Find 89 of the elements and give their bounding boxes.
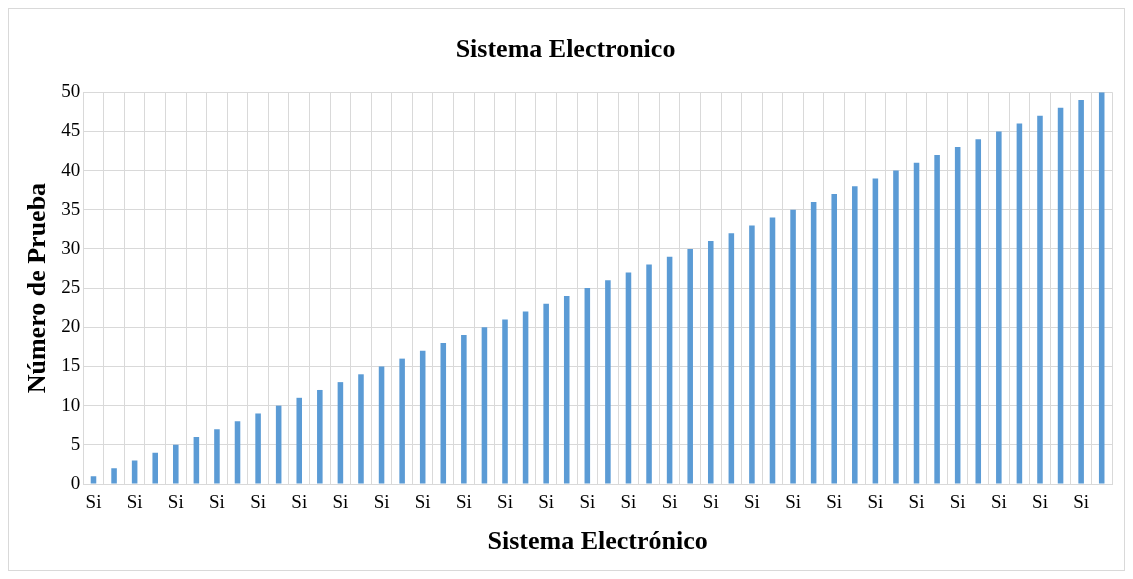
bar [1037, 115, 1043, 484]
bar [1078, 100, 1084, 484]
x-tick-label: Si [661, 491, 678, 513]
x-tick-label: Si [167, 491, 184, 513]
x-tick-label: Si [579, 491, 596, 513]
x-tick-label: Si [1073, 491, 1090, 513]
bar [666, 256, 673, 484]
bar [214, 429, 220, 484]
x-tick-label: Si [291, 491, 308, 513]
y-tick-label: 30 [61, 236, 81, 258]
bar [872, 178, 879, 484]
bar [728, 233, 735, 484]
bar [831, 194, 837, 484]
bar [687, 248, 693, 484]
x-tick-label: Si [1032, 491, 1048, 513]
bar [378, 366, 385, 484]
x-tick-label: Si [785, 491, 801, 513]
bar [707, 241, 714, 484]
y-tick-label: 5 [70, 432, 81, 454]
y-tick-label: 40 [61, 158, 81, 180]
y-tick-label: 45 [61, 119, 81, 141]
x-tick-label: Si [538, 491, 555, 513]
bar [461, 335, 467, 484]
x-tick-label: Si [126, 491, 143, 513]
bar [234, 421, 241, 484]
x-tick-label: Si [85, 491, 102, 513]
bar [1057, 107, 1064, 484]
x-tick-label: Si [867, 491, 884, 513]
bar [1016, 123, 1023, 484]
bar [152, 452, 158, 484]
bar [605, 280, 611, 484]
bar [419, 350, 426, 484]
x-tick-label: Si [497, 491, 513, 513]
y-tick-label: 0 [70, 471, 81, 493]
x-tick-label: Si [990, 491, 1007, 513]
y-axis-title: Número de Prueba [22, 182, 52, 394]
bar [440, 342, 447, 484]
x-tick-label: Si [250, 491, 267, 513]
x-tick-label: Si [949, 491, 966, 513]
y-tick-label: 10 [61, 393, 81, 415]
bar [317, 389, 323, 484]
bar [584, 288, 591, 484]
y-tick-label: 50 [61, 80, 81, 102]
x-tick-label: Si [332, 491, 349, 513]
bar [358, 374, 364, 484]
x-tick-label: Si [209, 491, 225, 513]
bar [522, 311, 529, 484]
bar [90, 476, 97, 484]
x-tick-label: Si [414, 491, 431, 513]
bar [790, 209, 796, 484]
chart-title: Sistema Electronico [455, 34, 676, 64]
bar [646, 264, 652, 484]
bar [255, 413, 261, 484]
x-tick-label: Si [620, 491, 637, 513]
bar [296, 397, 303, 484]
x-tick-label: Si [826, 491, 843, 513]
bar [996, 131, 1002, 484]
bar [913, 162, 920, 484]
bar [954, 147, 961, 484]
bar [131, 460, 138, 484]
bar [934, 154, 940, 484]
x-tick-label: Si [702, 491, 719, 513]
bar [502, 319, 508, 484]
y-tick-label: 25 [61, 276, 81, 298]
bar [625, 272, 632, 484]
bar [543, 303, 549, 484]
bar [275, 405, 282, 484]
bar [399, 358, 405, 484]
bar [337, 382, 344, 484]
bar [749, 225, 755, 484]
bar [173, 444, 179, 484]
y-tick-label: 35 [61, 197, 81, 219]
bar [1098, 92, 1105, 484]
bar [810, 201, 817, 484]
bar [893, 170, 899, 484]
bar [481, 327, 488, 484]
x-tick-label: Si [373, 491, 390, 513]
bar [769, 217, 776, 484]
y-tick-label: 15 [61, 354, 81, 376]
bar [193, 436, 200, 484]
bar [111, 468, 117, 484]
bar [563, 295, 570, 484]
x-axis-title: Sistema Electrónico [487, 526, 708, 556]
bar [852, 186, 858, 484]
x-tick-label: Si [908, 491, 925, 513]
bar [975, 139, 982, 484]
x-tick-label: Si [743, 491, 760, 513]
y-tick-label: 20 [61, 315, 81, 337]
x-tick-label: Si [455, 491, 472, 513]
